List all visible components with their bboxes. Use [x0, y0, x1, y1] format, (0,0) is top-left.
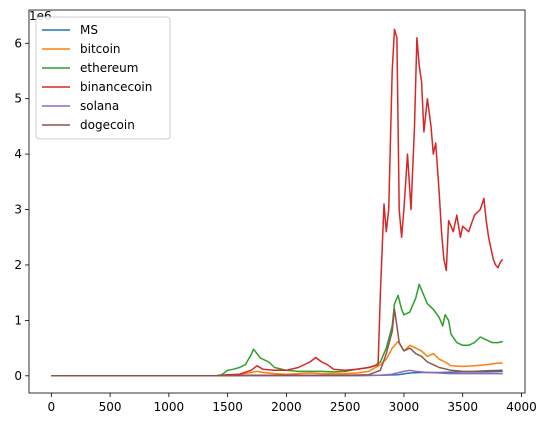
x-tick-label: 0 — [48, 400, 56, 414]
y-tick-label: 6 — [14, 36, 22, 50]
x-tick-label: 500 — [99, 400, 122, 414]
legend-label-bitcoin: bitcoin — [80, 42, 121, 56]
legend-label-binancecoin: binancecoin — [80, 80, 152, 94]
y-tick-label: 2 — [14, 258, 22, 272]
plot-frame — [28, 9, 526, 394]
series-line-bitcoin — [51, 340, 503, 377]
x-tick-label: 3000 — [389, 400, 420, 414]
x-tick-label: 1000 — [154, 400, 185, 414]
x-tick-label: 2000 — [271, 400, 302, 414]
legend-label-dogecoin: dogecoin — [80, 118, 135, 132]
series-lines — [51, 28, 504, 377]
legend-box — [35, 16, 171, 140]
legend: MS bitcoin ethereum binancecoin solana dogeco… — [35, 16, 171, 140]
axis-ticks: 0 500 1000 1500 2000 2500 3000 3500 4000 0 1 2 3 4 5 6 — [14, 36, 536, 414]
series-line-dogecoin — [51, 308, 503, 377]
x-tick-label: 4000 — [506, 400, 537, 414]
legend-label-solana: solana — [80, 99, 119, 113]
x-tick-label: 2500 — [330, 400, 361, 414]
y-tick-label: 3 — [14, 203, 22, 217]
series-line-ethereum — [51, 283, 503, 377]
y-tick-label: 0 — [14, 369, 22, 383]
y-tick-label: 1 — [14, 313, 22, 327]
y-tick-label: 4 — [14, 147, 22, 161]
legend-label-MS: MS — [80, 23, 98, 37]
x-tick-label: 3500 — [447, 400, 478, 414]
series-line-binancecoin — [51, 28, 504, 377]
y-tick-label: 5 — [14, 92, 22, 106]
x-tick-label: 1500 — [212, 400, 243, 414]
legend-label-ethereum: ethereum — [80, 61, 138, 75]
